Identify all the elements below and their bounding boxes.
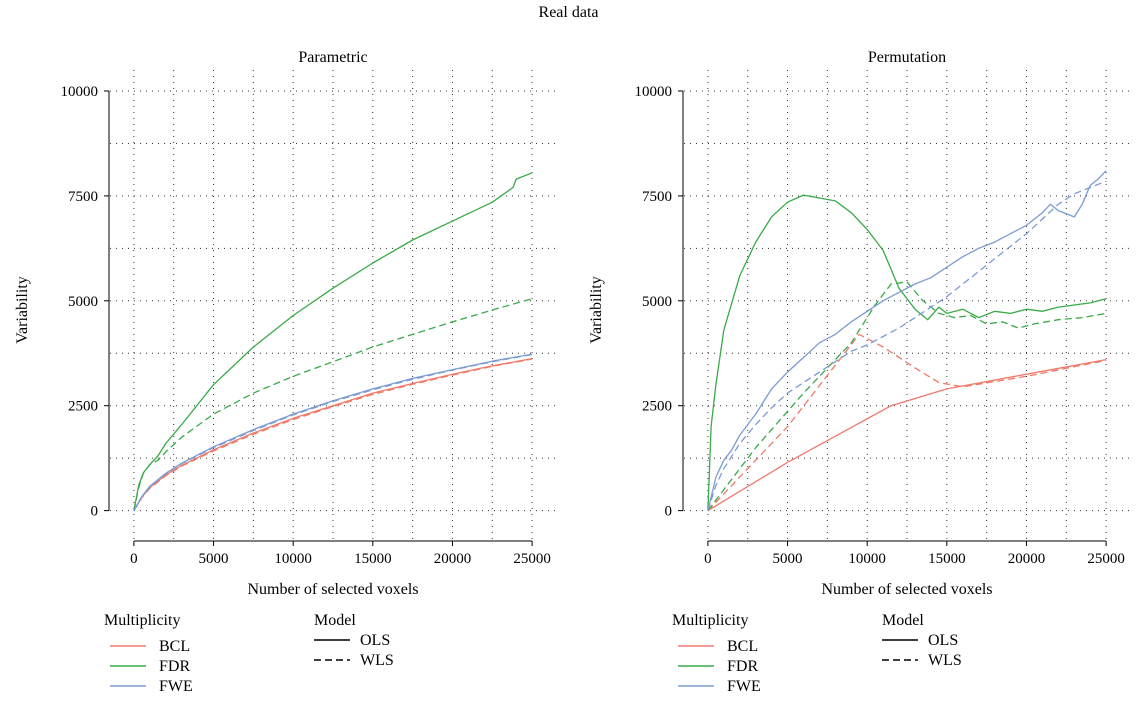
series-line-fwe-wls xyxy=(707,180,1107,511)
series-line-fdr-wls xyxy=(133,298,533,511)
y-tick-label: 5000 xyxy=(642,294,672,310)
x-tick-label: 15000 xyxy=(354,551,392,567)
series-line-fdr-wls xyxy=(707,281,1107,511)
series-line-fdr-ols xyxy=(707,194,1107,511)
legend-label-fdr: FDR xyxy=(727,658,758,675)
panel-title: Permutation xyxy=(868,49,946,66)
legend-label-bcl: BCL xyxy=(727,638,758,655)
series-line-bcl-ols xyxy=(133,358,533,511)
legend-label-wls: WLS xyxy=(360,652,394,669)
y-tick-label: 2500 xyxy=(68,399,98,415)
y-tick-label: 0 xyxy=(91,504,99,520)
x-tick-label: 5000 xyxy=(773,551,803,567)
x-tick-label: 15000 xyxy=(928,551,966,567)
x-tick-label: 25000 xyxy=(1087,551,1125,567)
x-tick-label: 10000 xyxy=(848,551,886,567)
x-tick-label: 10000 xyxy=(274,551,312,567)
x-tick-label: 20000 xyxy=(434,551,472,567)
x-tick-label: 20000 xyxy=(1008,551,1046,567)
legend-multiplicity: Multiplicity BCL FDR FWE xyxy=(672,612,761,695)
x-axis-label: Number of selected voxels xyxy=(247,581,418,598)
legend-label-ols: OLS xyxy=(360,632,390,649)
x-axis-label: Number of selected voxels xyxy=(821,581,992,598)
y-tick-label: 5000 xyxy=(68,294,98,310)
y-tick-label: 7500 xyxy=(642,189,672,205)
legend-title-multiplicity: Multiplicity xyxy=(672,612,748,629)
y-tick-label: 10000 xyxy=(61,84,99,100)
series-line-fwe-ols xyxy=(133,353,533,511)
y-axis-label: Variability xyxy=(14,276,31,344)
legend-title-model: Model xyxy=(882,612,924,629)
chart-panel-permutation: Permutation 0 5000 10000 15000 20000 25000 0 250… xyxy=(588,49,1130,695)
y-tick-label: 2500 xyxy=(642,399,672,415)
legend-label-wls: WLS xyxy=(928,652,962,669)
legend-label-fwe: FWE xyxy=(159,678,193,695)
y-tick-label: 10000 xyxy=(635,84,673,100)
y-axis-label: Variability xyxy=(588,276,605,344)
x-tick-label: 5000 xyxy=(199,551,229,567)
series-line-bcl-wls xyxy=(133,358,533,511)
series-line-fwe-ols xyxy=(707,170,1107,511)
legend-label-fdr: FDR xyxy=(159,658,190,675)
legend-label-bcl: BCL xyxy=(159,638,190,655)
y-tick-label: 0 xyxy=(665,504,673,520)
x-tick-label: 0 xyxy=(704,551,712,567)
x-tick-label: 0 xyxy=(130,551,138,567)
y-tick-label: 7500 xyxy=(68,189,98,205)
panel-title: Parametric xyxy=(298,49,367,66)
chart-panel-parametric: Parametric 0 5000 10000 15000 20000 25000 0 2500… xyxy=(14,49,556,695)
legend-multiplicity: Multiplicity BCL FDR FWE xyxy=(104,612,193,695)
x-tick-label: 25000 xyxy=(513,551,551,567)
legend-label-fwe: FWE xyxy=(727,678,761,695)
series-line-fwe-wls xyxy=(133,353,533,511)
legend-title-model: Model xyxy=(314,612,356,629)
series-line-bcl-wls xyxy=(707,333,1107,512)
series-line-bcl-ols xyxy=(707,358,1107,512)
legend-label-ols: OLS xyxy=(928,632,958,649)
figure-title: Real data xyxy=(538,4,599,21)
legend-title-multiplicity: Multiplicity xyxy=(104,612,180,629)
